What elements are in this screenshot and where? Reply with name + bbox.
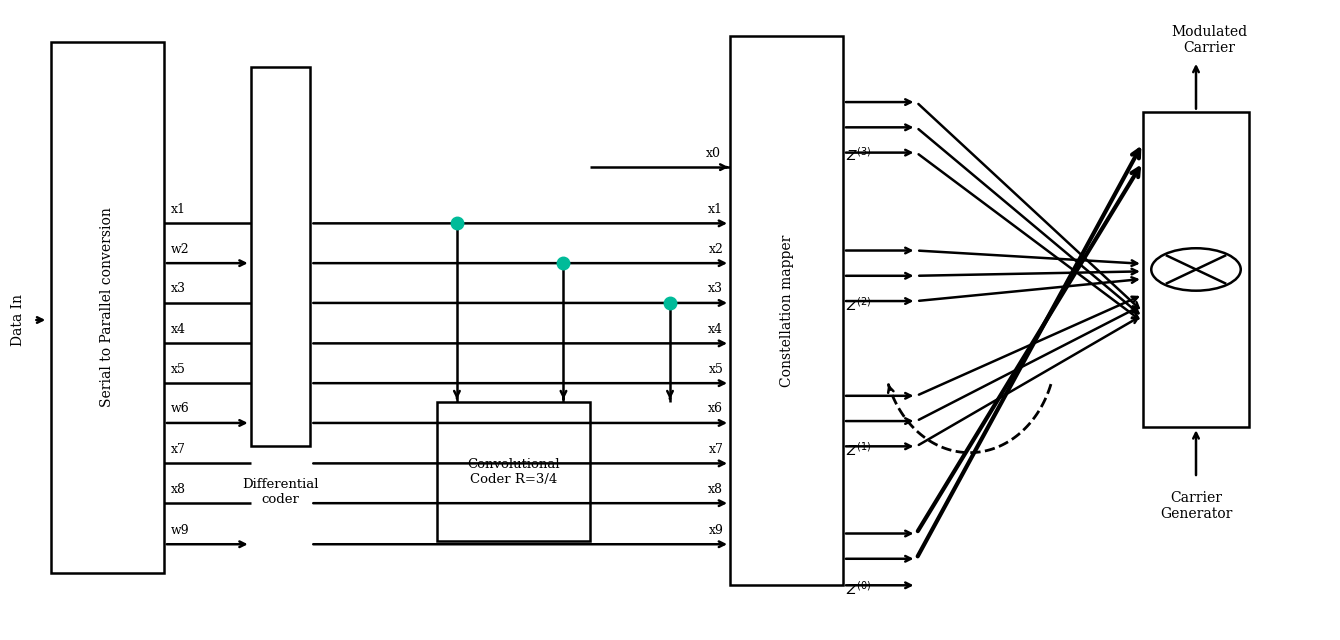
Text: x3: x3 <box>709 282 724 296</box>
Bar <box>251 67 311 446</box>
Text: x8: x8 <box>170 483 186 495</box>
Bar <box>51 42 163 573</box>
Text: x2: x2 <box>709 243 724 255</box>
Text: x9: x9 <box>709 524 724 537</box>
Text: x5: x5 <box>170 363 185 376</box>
Text: $Z^{(3)}$: $Z^{(3)}$ <box>846 145 871 163</box>
Text: x3: x3 <box>170 282 186 296</box>
Text: $Z^{(0)}$: $Z^{(0)}$ <box>846 580 871 598</box>
Bar <box>437 402 590 541</box>
Text: x7: x7 <box>709 443 724 456</box>
Bar <box>730 36 843 586</box>
Text: x4: x4 <box>709 323 724 336</box>
Text: Differential
coder: Differential coder <box>243 478 319 506</box>
Text: Constellation mapper: Constellation mapper <box>780 234 793 387</box>
Text: Carrier
Generator: Carrier Generator <box>1160 490 1233 521</box>
Text: x0: x0 <box>706 147 721 159</box>
Text: $Z^{(1)}$: $Z^{(1)}$ <box>846 441 871 459</box>
Text: x7: x7 <box>170 443 185 456</box>
Text: $Z^{(2)}$: $Z^{(2)}$ <box>846 296 871 314</box>
Text: Modulated
Carrier: Modulated Carrier <box>1171 24 1248 54</box>
Text: x5: x5 <box>709 363 724 376</box>
Bar <box>1143 111 1249 428</box>
Text: Serial to Parallel conversion: Serial to Parallel conversion <box>100 207 114 407</box>
Text: x8: x8 <box>709 483 724 495</box>
Text: w9: w9 <box>170 524 189 537</box>
Text: w6: w6 <box>170 403 189 415</box>
Text: x6: x6 <box>709 403 724 415</box>
Text: Convolutional
Coder R=3/4: Convolutional Coder R=3/4 <box>468 458 560 486</box>
Text: x4: x4 <box>170 323 186 336</box>
Text: Data In: Data In <box>11 294 25 346</box>
Text: x1: x1 <box>709 203 724 216</box>
Text: x1: x1 <box>170 203 186 216</box>
Text: w2: w2 <box>170 243 189 255</box>
